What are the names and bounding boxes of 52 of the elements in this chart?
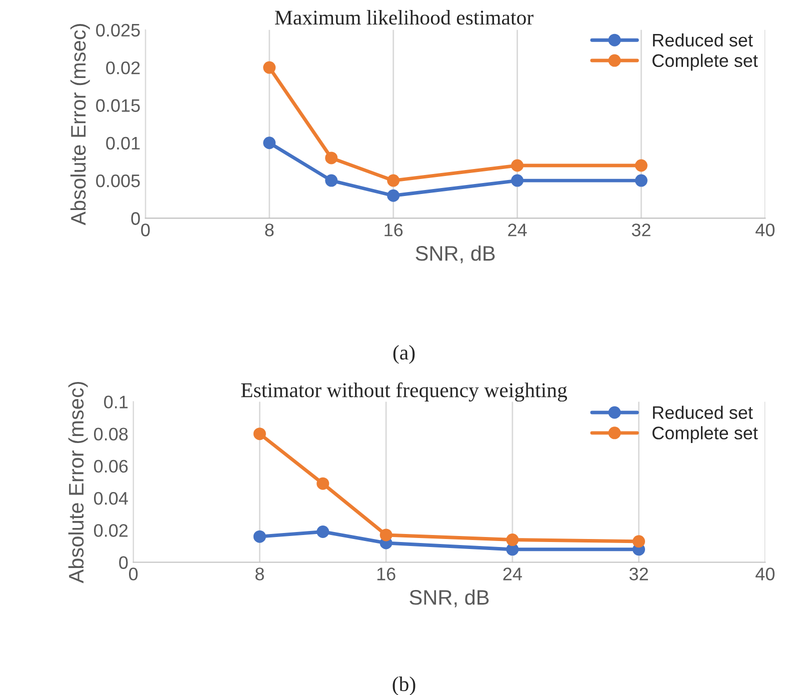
point (263, 61, 276, 74)
point (511, 159, 524, 172)
legend-label: Complete set (652, 54, 758, 71)
y-tick-label: 0.06 (94, 460, 128, 473)
point (387, 174, 400, 187)
text: (b) (392, 676, 416, 695)
point (511, 174, 524, 187)
y-tick-label: 0.02 (94, 524, 128, 537)
chart-title: Maximum likelihood estimator (274, 10, 534, 25)
y-axis-title: Absolute Error (msec) (70, 24, 90, 226)
legend-label: Complete set (652, 426, 758, 443)
y-tick-label: 0.025 (96, 24, 140, 37)
point (316, 526, 330, 538)
x-tick-label: 24 (503, 568, 522, 580)
point (632, 535, 646, 548)
y-tick-label: 0.005 (96, 174, 140, 188)
x-tick-label: 8 (265, 224, 274, 236)
point (634, 174, 648, 187)
y-tick-label: 0.015 (96, 99, 140, 112)
y-tick-label: 0 (131, 212, 140, 225)
point (253, 530, 266, 543)
point (380, 528, 392, 542)
point (325, 152, 338, 164)
point (316, 477, 330, 490)
x-tick-label: 16 (377, 568, 396, 580)
x-tick-label: 0 (141, 224, 150, 236)
y-axis-title: Absolute Error (msec) (68, 382, 88, 584)
point (634, 159, 648, 172)
x-tick-label: 40 (756, 224, 775, 236)
legend-label: Reduced set (653, 33, 753, 47)
x-axis-title: SNR, dB (416, 245, 495, 264)
point (253, 428, 266, 440)
point (325, 174, 338, 187)
x-tick-label: 8 (255, 568, 264, 580)
x-tick-label: 32 (632, 224, 650, 236)
x-tick-label: 32 (629, 568, 648, 580)
chart-title: Estimator without frequency weighting (241, 382, 568, 402)
point (263, 136, 276, 150)
point (506, 534, 519, 546)
x-tick-label: 16 (384, 224, 403, 236)
y-tick-label: 0.01 (106, 136, 140, 150)
y-tick-label: 0.02 (106, 61, 140, 74)
y-tick-label: 0.04 (94, 492, 128, 505)
point (387, 189, 400, 202)
x-tick-label: 40 (756, 568, 775, 580)
y-tick-label: 0.08 (94, 428, 128, 441)
text: (a) (393, 345, 415, 364)
legend-label: Reduced set (653, 406, 753, 419)
y-tick-label: 0 (119, 556, 128, 569)
x-axis-title: SNR, dB (410, 590, 489, 608)
y-tick-label: 0.1 (104, 396, 128, 408)
x-tick-label: 24 (508, 224, 527, 236)
